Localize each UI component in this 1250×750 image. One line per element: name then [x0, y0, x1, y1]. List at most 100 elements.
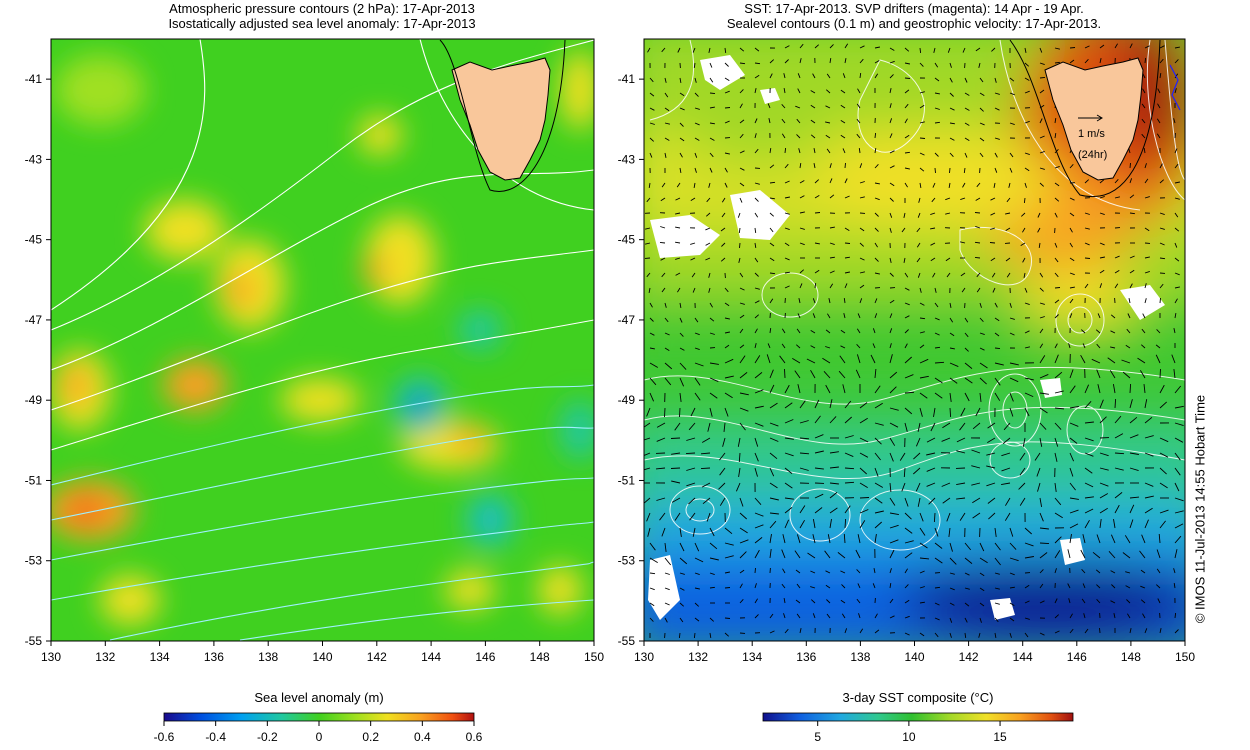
velocity-arrow	[904, 118, 908, 124]
velocity-arrow	[814, 242, 820, 245]
velocity-arrow	[664, 617, 668, 623]
velocity-arrow	[994, 527, 997, 537]
velocity-arrow	[1039, 552, 1048, 559]
velocity-arrow	[1034, 452, 1041, 461]
velocity-arrow	[664, 377, 672, 386]
velocity-arrow	[976, 182, 981, 188]
velocity-arrow	[1141, 133, 1146, 139]
velocity-arrow	[979, 107, 984, 112]
velocity-arrow	[1018, 482, 1026, 490]
velocity-arrow	[874, 521, 883, 529]
velocity-arrow	[1069, 405, 1079, 409]
velocity-arrow	[1099, 627, 1101, 634]
velocity-arrow	[975, 407, 981, 417]
velocity-arrow	[1009, 122, 1015, 126]
velocity-arrow	[962, 182, 966, 188]
velocity-arrow	[1174, 148, 1178, 154]
velocity-arrow	[1099, 44, 1105, 49]
velocity-arrow	[1084, 496, 1094, 499]
velocity-arrow	[1005, 257, 1011, 262]
velocity-arrow	[648, 182, 651, 188]
velocity-arrow	[946, 512, 951, 522]
velocity-arrow	[904, 568, 908, 574]
velocity-arrow	[1097, 313, 1101, 319]
velocity-arrow	[784, 482, 793, 489]
velocity-arrow	[975, 225, 981, 229]
velocity-arrow	[1080, 549, 1086, 559]
velocity-arrow	[782, 568, 786, 574]
velocity-arrow	[693, 632, 696, 639]
velocity-arrow	[664, 602, 670, 606]
velocity-arrow	[1143, 148, 1146, 154]
velocity-arrow	[724, 617, 731, 619]
velocity-arrow	[1142, 613, 1146, 619]
velocity-arrow	[1127, 613, 1131, 619]
velocity-arrow	[783, 73, 786, 79]
velocity-arrow	[659, 241, 666, 244]
velocity-arrow	[949, 602, 955, 606]
velocity-arrow	[1159, 384, 1165, 394]
velocity-arrow	[964, 92, 970, 96]
velocity-arrow	[1099, 269, 1105, 274]
velocity-arrow	[1020, 242, 1026, 246]
left-title-line2: Isostatically adjusted sea level anomaly…	[168, 16, 476, 31]
velocity-arrow	[1114, 415, 1122, 424]
velocity-arrow	[1054, 197, 1060, 202]
velocity-arrow	[945, 212, 951, 215]
velocity-arrow	[1069, 509, 1079, 514]
velocity-arrow	[769, 298, 774, 304]
velocity-arrow	[1084, 467, 1093, 474]
velocity-arrow	[986, 482, 996, 487]
right-x-tick-label: 142	[959, 650, 979, 664]
velocity-arrow	[1005, 227, 1011, 231]
velocity-arrow	[739, 527, 748, 534]
velocity-arrow	[1174, 549, 1178, 559]
velocity-arrow	[799, 437, 810, 440]
velocity-arrow	[919, 302, 925, 306]
velocity-arrow	[1054, 497, 1062, 506]
velocity-arrow	[694, 392, 701, 401]
velocity-arrow	[694, 347, 700, 351]
velocity-arrow	[934, 152, 939, 157]
velocity-arrow	[856, 328, 861, 334]
velocity-arrow	[1024, 182, 1027, 188]
velocity-arrow	[784, 147, 787, 154]
velocity-arrow	[724, 90, 730, 94]
velocity-arrow	[644, 242, 651, 245]
velocity-arrow	[858, 148, 861, 154]
velocity-arrow	[708, 47, 711, 53]
velocity-arrow	[889, 497, 896, 506]
velocity-arrow	[1099, 399, 1104, 409]
velocity-arrow	[648, 287, 651, 293]
velocity-arrow	[964, 77, 968, 83]
velocity-arrow	[904, 527, 913, 534]
velocity-arrow	[874, 467, 879, 477]
velocity-arrow	[661, 527, 666, 537]
velocity-arrow	[679, 152, 683, 158]
velocity-arrow	[1069, 613, 1073, 619]
velocity-arrow	[979, 347, 985, 351]
left-y-tick-label: -41	[25, 72, 43, 86]
velocity-arrow	[1129, 434, 1139, 439]
velocity-arrow	[874, 402, 883, 409]
right-y-tick-label: -49	[618, 393, 636, 407]
velocity-arrow	[796, 118, 801, 124]
velocity-arrow	[874, 148, 877, 154]
velocity-arrow	[889, 257, 892, 264]
velocity-arrow	[826, 89, 831, 94]
velocity-arrow	[889, 452, 894, 462]
velocity-arrow	[829, 256, 835, 259]
velocity-arrow	[799, 269, 804, 274]
velocity-arrow	[679, 542, 685, 552]
velocity-arrow	[664, 92, 669, 98]
velocity-arrow	[1099, 493, 1109, 499]
velocity-arrow	[1039, 355, 1046, 364]
velocity-arrow	[840, 134, 846, 139]
velocity-arrow	[664, 407, 666, 418]
velocity-arrow	[1174, 467, 1181, 476]
velocity-arrow	[934, 586, 941, 589]
velocity-arrow	[1009, 542, 1017, 550]
velocity-arrow	[724, 632, 729, 637]
velocity-arrow	[795, 105, 801, 109]
right-x-tick-label: 132	[688, 650, 708, 664]
